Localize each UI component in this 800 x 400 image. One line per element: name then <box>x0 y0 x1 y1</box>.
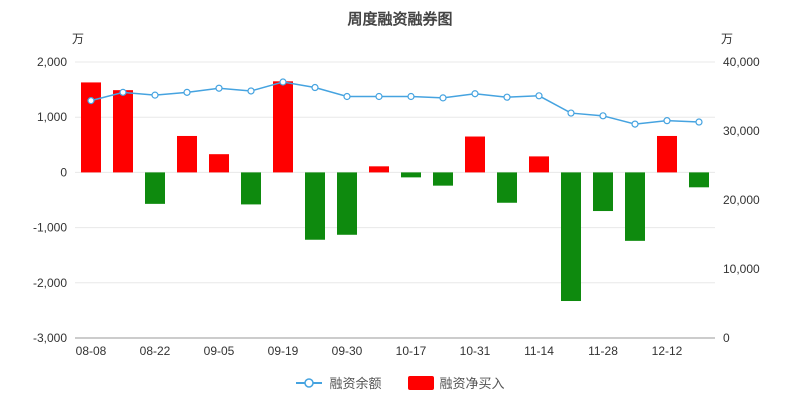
x-axis-tick-label: 09-05 <box>204 344 235 358</box>
balance-line-marker <box>279 78 287 86</box>
x-axis-tick-label: 11-28 <box>588 344 618 358</box>
left-axis-tick-label: 2,000 <box>37 55 67 69</box>
x-axis-tick-label: 11-14 <box>524 344 554 358</box>
balance-line-marker <box>87 97 95 105</box>
legend-item-financing-balance[interactable]: 融资余额 <box>295 373 382 392</box>
x-axis-tick-label: 09-30 <box>332 344 363 358</box>
bar-series-legend-icon <box>407 375 434 390</box>
net-buy-bar <box>465 136 485 173</box>
right-axis-tick-label: 40,000 <box>723 55 760 69</box>
balance-line-marker <box>119 88 127 96</box>
x-axis-tick-label: 09-19 <box>268 344 299 358</box>
line-series-legend-icon <box>296 377 323 388</box>
balance-line-marker <box>247 87 255 95</box>
balance-line-marker <box>535 92 543 100</box>
net-buy-bar <box>401 172 421 178</box>
net-buy-bar <box>241 172 261 205</box>
balance-line-marker <box>599 112 607 120</box>
balance-line-marker <box>631 120 639 128</box>
net-buy-bar <box>177 135 197 173</box>
x-axis-tick-label: 10-17 <box>396 344 427 358</box>
net-buy-bar <box>689 172 709 188</box>
balance-line-marker <box>311 83 319 92</box>
balance-line-marker <box>471 90 479 98</box>
net-buy-bar <box>113 90 133 173</box>
x-axis-tick-label: 08-08 <box>76 344 107 358</box>
left-axis-tick-label: -3,000 <box>33 331 67 345</box>
net-buy-bar <box>369 166 389 173</box>
left-axis-unit-label: 万 <box>72 32 85 46</box>
net-buy-bar <box>593 172 613 212</box>
legend-label-net-buy: 融资净买入 <box>439 376 505 391</box>
right-axis-tick-label: 20,000 <box>723 193 760 207</box>
right-axis-tick-label: 0 <box>723 331 730 345</box>
net-buy-bar <box>145 172 165 204</box>
legend: 融资余额 融资净买入 <box>0 373 800 392</box>
left-axis-tick-label: 1,000 <box>37 110 67 124</box>
right-axis-tick-label: 10,000 <box>723 262 760 276</box>
net-buy-bar <box>497 172 517 203</box>
balance-line-marker <box>503 93 511 101</box>
x-axis-tick-label: 12-12 <box>652 344 683 358</box>
net-buy-bar <box>305 172 325 240</box>
right-axis-tick-label: 30,000 <box>723 124 760 138</box>
right-axis-unit-label: 万 <box>721 32 734 46</box>
balance-line <box>90 81 700 125</box>
balance-line-marker <box>567 109 575 117</box>
net-buy-bar <box>433 172 453 186</box>
legend-item-net-buy[interactable]: 融资净买入 <box>407 373 505 392</box>
net-buy-bar <box>209 154 229 173</box>
balance-line-marker <box>663 117 671 125</box>
x-axis-tick-label: 10-31 <box>460 344 491 358</box>
balance-line-marker <box>215 84 223 92</box>
left-axis-tick-label: 0 <box>60 165 67 179</box>
chart-title: 周度融资融券图 <box>347 11 453 28</box>
net-buy-bar <box>529 156 549 173</box>
net-buy-bar <box>561 172 581 302</box>
net-buy-bar <box>657 135 677 173</box>
left-axis-tick-label: -2,000 <box>33 276 67 290</box>
balance-line-marker <box>695 118 703 126</box>
x-axis-tick-label: 08-22 <box>140 344 171 358</box>
net-buy-bar <box>81 82 101 173</box>
net-buy-bar <box>625 172 645 241</box>
balance-line-marker <box>151 91 159 99</box>
balance-line-marker <box>183 88 191 96</box>
legend-label-financing-balance: 融资余额 <box>329 376 382 391</box>
balance-line-marker <box>375 92 383 101</box>
net-buy-bar <box>337 172 357 235</box>
net-buy-bar <box>273 81 293 173</box>
left-axis-tick-label: -1,000 <box>33 221 67 235</box>
balance-line-marker <box>407 92 415 101</box>
balance-line-marker <box>343 92 351 101</box>
balance-line-marker <box>439 94 447 102</box>
